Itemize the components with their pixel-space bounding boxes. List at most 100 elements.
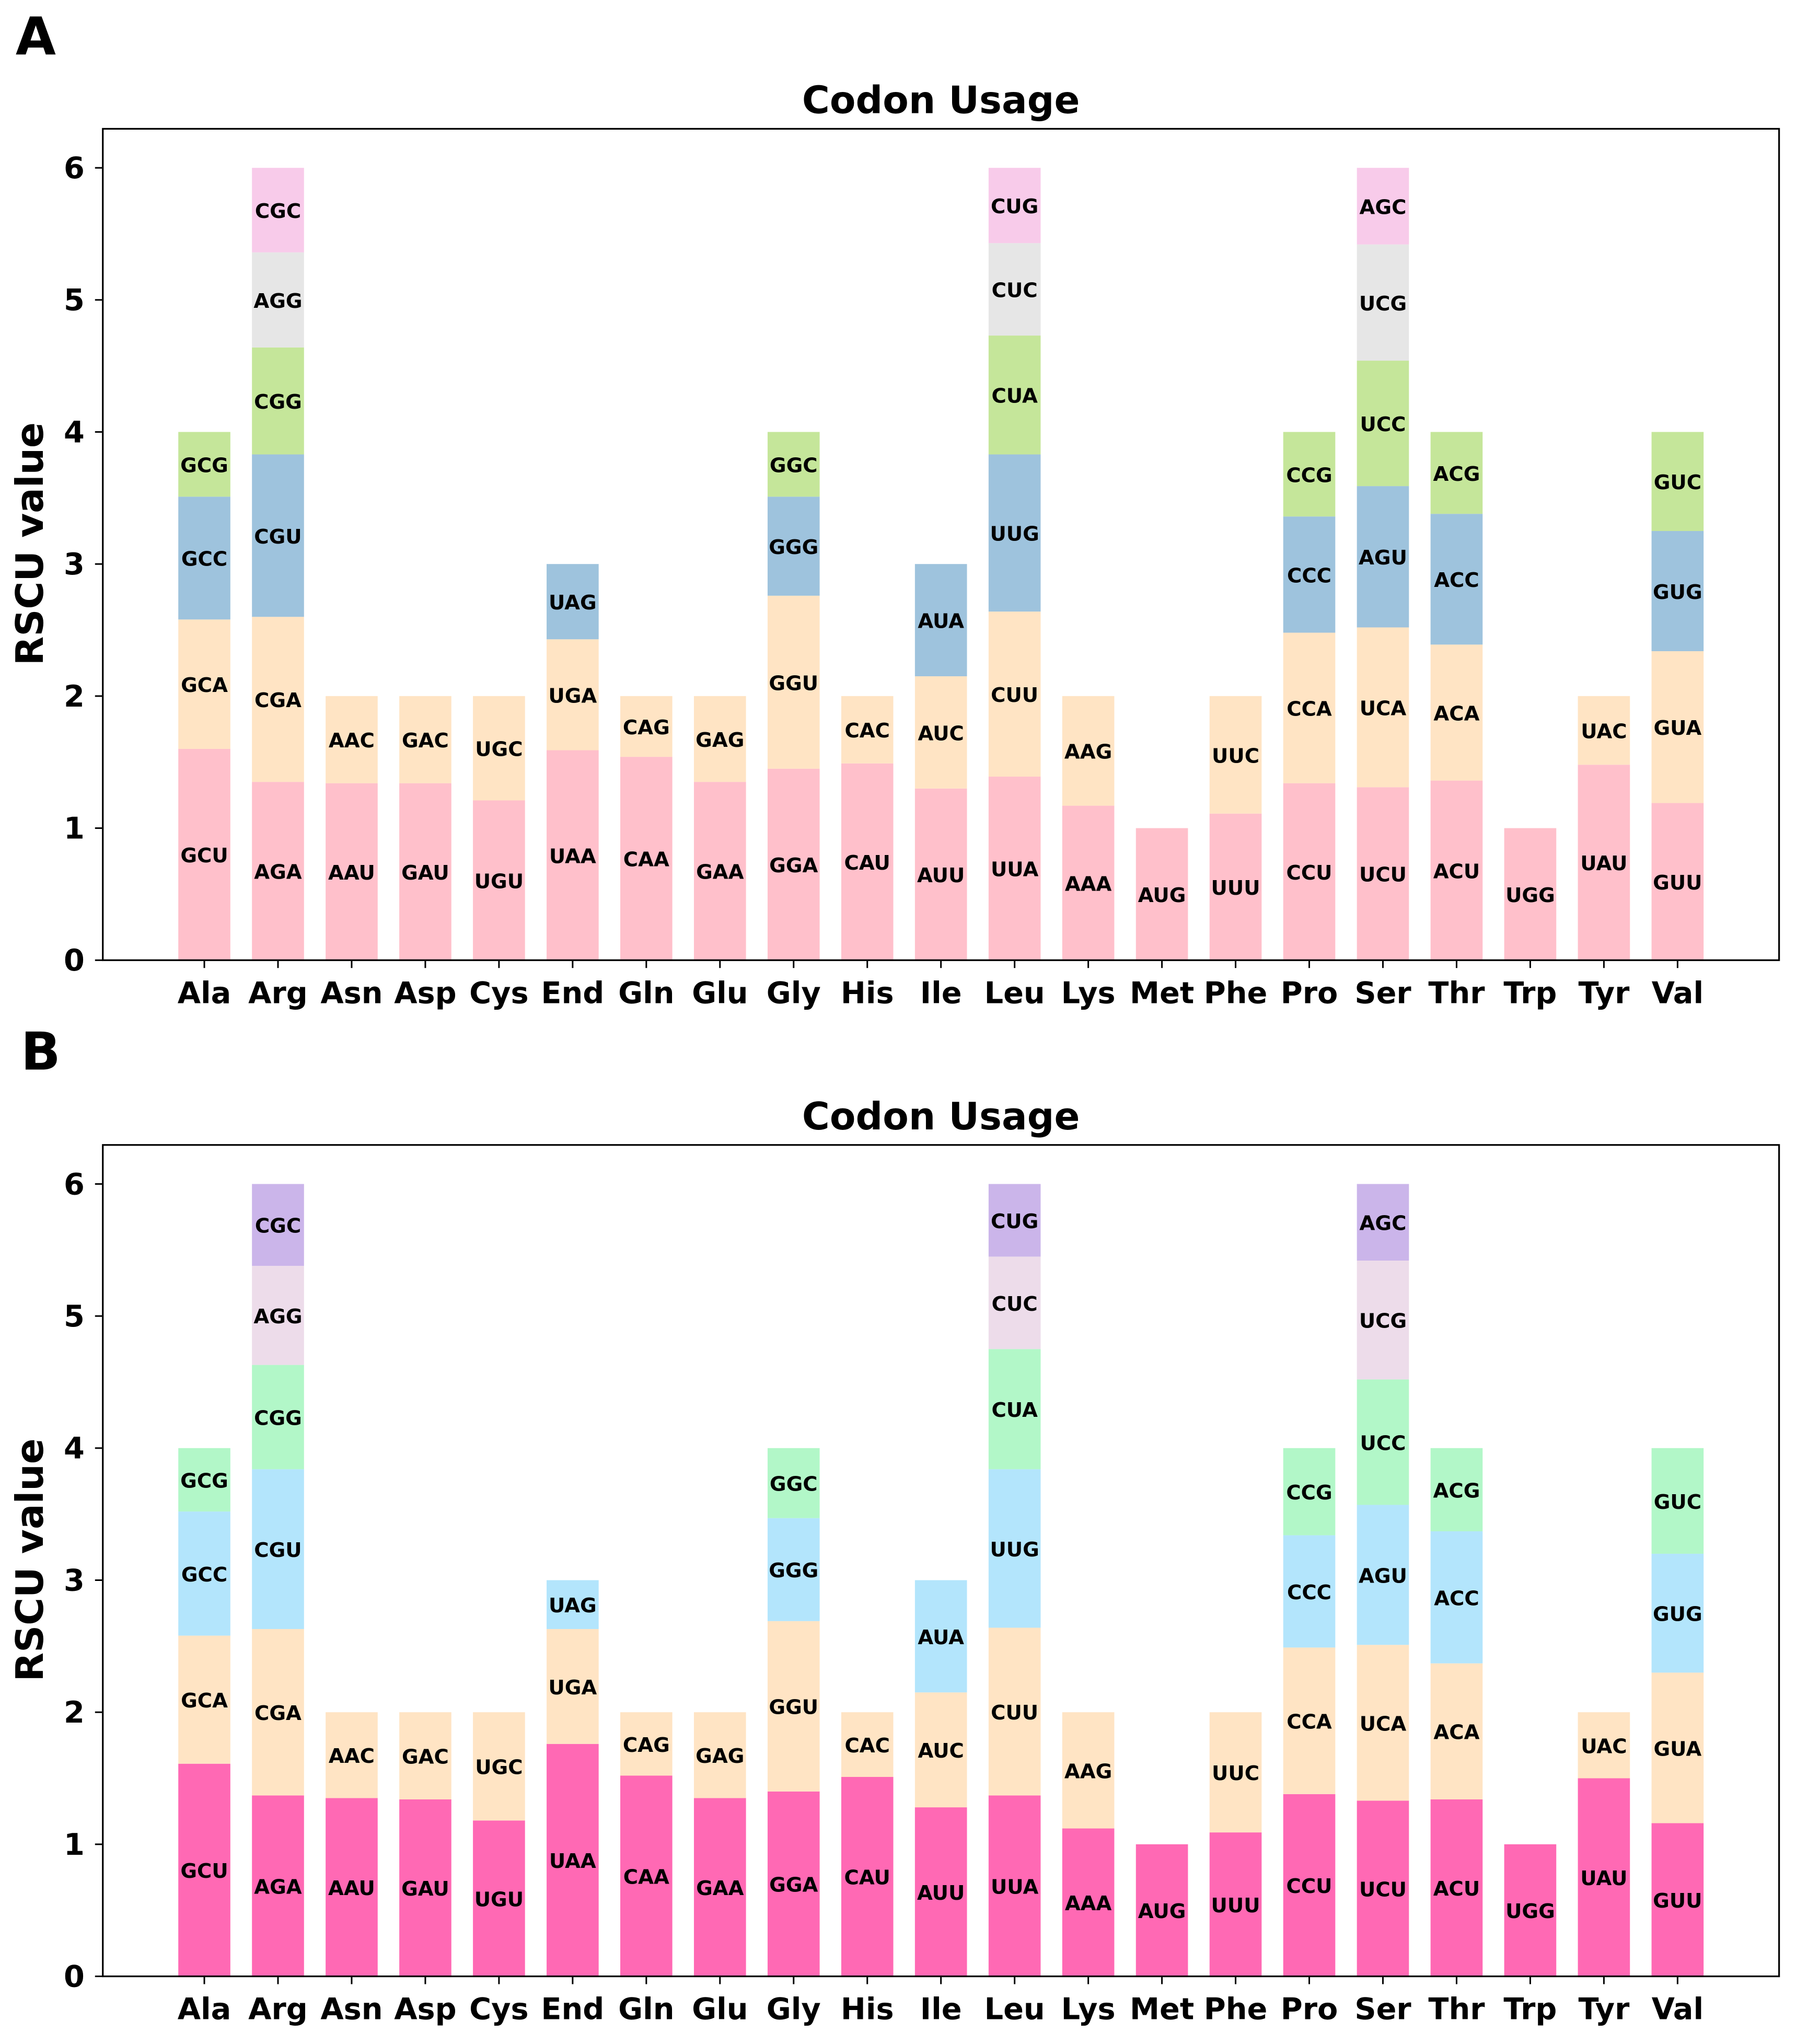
x-tick-label: End xyxy=(541,975,604,1010)
x-tick-label: Met xyxy=(1130,1992,1194,2027)
segment-label: GUA xyxy=(1654,1737,1702,1761)
bar-segment-gau xyxy=(399,1799,451,1977)
y-tick-label: 1 xyxy=(64,1827,85,1862)
bar-phe: UUU UUC xyxy=(1209,1712,1262,1977)
x-tick-label: Thr xyxy=(1428,1992,1485,2027)
y-tick-label: 2 xyxy=(64,679,85,714)
bar-segment-uua xyxy=(988,777,1041,961)
bar-segment-uac xyxy=(1578,696,1630,765)
bar-segment-ggc xyxy=(767,1448,820,1518)
bar-segment-gcu xyxy=(178,748,230,961)
segment-label: UCC xyxy=(1360,413,1406,436)
bar-segment-gua xyxy=(1651,651,1704,803)
segment-label: UUG xyxy=(990,523,1039,546)
bar-segment-ucu xyxy=(1357,787,1409,961)
segment-label: UGU xyxy=(474,1888,524,1911)
segment-label: CAU xyxy=(844,1866,890,1890)
segment-label: CGC xyxy=(255,200,301,223)
bar-segment-gga xyxy=(767,1791,820,1977)
segment-label: CCA xyxy=(1287,1711,1332,1734)
bar-segment-cag xyxy=(620,1712,673,1776)
segment-label: UUC xyxy=(1212,1762,1259,1785)
bar-segment-gac xyxy=(399,696,451,783)
x-tick-label: Glu xyxy=(692,1992,748,2027)
x-tick-label: Ile xyxy=(920,1992,962,2027)
segment-label: CUU xyxy=(991,1701,1038,1725)
bar-segment-gua xyxy=(1651,1672,1704,1823)
x-tick-label: Ser xyxy=(1354,1992,1411,2027)
bar-segment-gac xyxy=(399,1712,451,1799)
segment-label: CUA xyxy=(991,385,1037,408)
segment-label: CCC xyxy=(1287,1581,1331,1604)
bar-segment-guu xyxy=(1651,1823,1704,1977)
segment-label: UCU xyxy=(1359,1878,1407,1901)
bar-gly: GGA GGU GGG GGC xyxy=(767,432,820,961)
segment-label: AGU xyxy=(1359,546,1407,570)
chart-panel-a: A Codon Usage RSCU value GCU GCA GCC GCG Ala… xyxy=(8,7,1780,1010)
bar-val: GUU GUA GUG GUC xyxy=(1651,1448,1704,1977)
bar-leu: UUA CUU UUG CUA CUC CUG xyxy=(988,1184,1041,1977)
segment-label: GAU xyxy=(401,1877,449,1901)
segment-label: UAU xyxy=(1580,852,1627,875)
bar-segment-aaa xyxy=(1062,805,1115,961)
x-tick-label: Glu xyxy=(692,975,748,1010)
segment-label: AGG xyxy=(253,1305,302,1329)
segment-label: GCC xyxy=(181,1563,227,1587)
axes-frame xyxy=(102,128,1780,961)
bar-segment-cuc xyxy=(988,1256,1041,1349)
segment-label: AAG xyxy=(1064,1760,1112,1783)
segment-label: AUA xyxy=(918,610,964,633)
segment-label: AGU xyxy=(1359,1564,1407,1588)
segment-label: UAG xyxy=(549,1594,597,1618)
x-tick-label: Asn xyxy=(320,1992,383,2027)
bar-segment-acg xyxy=(1430,1448,1483,1532)
chart-title: Codon Usage xyxy=(802,1095,1080,1139)
bar-segment-uuc xyxy=(1209,696,1262,814)
x-tick-label: Val xyxy=(1652,975,1704,1010)
bar-segment-uca xyxy=(1357,627,1409,788)
bar-segment-acc xyxy=(1430,514,1483,645)
segment-label: UAC xyxy=(1581,1735,1627,1758)
segment-label: UUU xyxy=(1211,876,1260,900)
bar-ser: UCU UCA AGU UCC UCG AGC xyxy=(1357,1184,1409,1977)
bar-segment-gag xyxy=(693,696,746,782)
bar-segment-cgu xyxy=(252,1469,304,1629)
bar-segment-ggu xyxy=(767,595,820,769)
bar-lys: AAA AAG xyxy=(1062,696,1115,961)
segment-label: CGA xyxy=(254,1702,302,1725)
segment-label: AUU xyxy=(917,1881,965,1905)
bar-segment-ccc xyxy=(1283,516,1336,633)
bar-segment-aga xyxy=(252,1795,304,1977)
y-tick-label: 3 xyxy=(64,547,85,582)
segment-label: UCG xyxy=(1359,292,1407,316)
bar-gln: CAA CAG xyxy=(620,696,673,961)
segment-label: CGU xyxy=(254,1539,302,1562)
segment-label: CUC xyxy=(992,279,1038,303)
segment-label: AGG xyxy=(253,290,302,313)
bar-segment-cgc xyxy=(252,168,304,252)
chart-title: Codon Usage xyxy=(802,79,1080,123)
x-tick-label: Val xyxy=(1652,1992,1704,2027)
bar-segment-cac xyxy=(841,1712,894,1777)
segment-label: GGC xyxy=(770,1473,818,1496)
bar-segment-acu xyxy=(1430,1799,1483,1977)
bar-phe: UUU UUC xyxy=(1209,696,1262,961)
segment-label: GGG xyxy=(769,536,818,559)
bar-pro: CCU CCA CCC CCG xyxy=(1283,432,1336,961)
x-tick-label: Ile xyxy=(920,975,962,1010)
x-tick-label: Met xyxy=(1130,975,1194,1010)
bar-segment-uuu xyxy=(1209,1832,1262,1977)
segment-label: GCC xyxy=(181,548,227,571)
segment-label: AAA xyxy=(1065,872,1112,896)
bar-gln: CAA CAG xyxy=(620,1712,673,1977)
segment-label: UGG xyxy=(1505,884,1555,907)
bar-segment-uuu xyxy=(1209,813,1262,961)
x-tick-label: Arg xyxy=(248,975,308,1010)
x-tick-label: Lys xyxy=(1061,975,1116,1010)
bar-ser: UCU UCA AGU UCC UCG AGC xyxy=(1357,168,1409,961)
bar-trp: UGG xyxy=(1504,828,1557,961)
bar-tyr: UAU UAC xyxy=(1578,696,1630,961)
bar-trp: UGG xyxy=(1504,1844,1557,1977)
segment-label: CGG xyxy=(254,390,302,414)
